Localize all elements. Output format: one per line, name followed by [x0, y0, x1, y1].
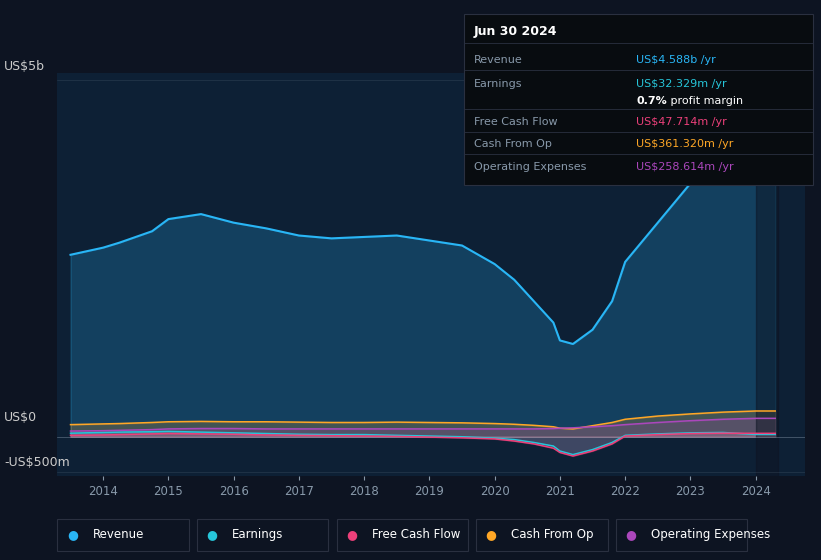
Text: Operating Expenses: Operating Expenses	[474, 162, 586, 172]
Text: US$0: US$0	[4, 410, 37, 424]
Text: Free Cash Flow: Free Cash Flow	[474, 117, 557, 127]
Text: ●: ●	[346, 528, 357, 542]
Text: Operating Expenses: Operating Expenses	[651, 528, 770, 542]
Text: ●: ●	[206, 528, 218, 542]
Text: US$361.320m /yr: US$361.320m /yr	[636, 139, 734, 150]
Text: US$47.714m /yr: US$47.714m /yr	[636, 117, 727, 127]
Text: Free Cash Flow: Free Cash Flow	[372, 528, 461, 542]
Text: profit margin: profit margin	[667, 96, 744, 106]
Text: Earnings: Earnings	[232, 528, 284, 542]
Text: Cash From Op: Cash From Op	[511, 528, 594, 542]
Text: Earnings: Earnings	[474, 79, 522, 89]
Text: US$32.329m /yr: US$32.329m /yr	[636, 79, 727, 89]
Text: US$258.614m /yr: US$258.614m /yr	[636, 162, 734, 172]
Text: ●: ●	[67, 528, 78, 542]
Bar	[755, 73, 778, 476]
Text: Revenue: Revenue	[474, 55, 522, 65]
Text: US$5b: US$5b	[4, 60, 45, 73]
Text: Jun 30 2024: Jun 30 2024	[474, 25, 557, 39]
Text: 0.7%: 0.7%	[636, 96, 667, 106]
Text: US$4.588b /yr: US$4.588b /yr	[636, 55, 716, 65]
Text: ●: ●	[485, 528, 497, 542]
Text: Revenue: Revenue	[93, 528, 144, 542]
Text: -US$500m: -US$500m	[4, 455, 70, 469]
Text: ●: ●	[625, 528, 636, 542]
Text: Cash From Op: Cash From Op	[474, 139, 552, 150]
